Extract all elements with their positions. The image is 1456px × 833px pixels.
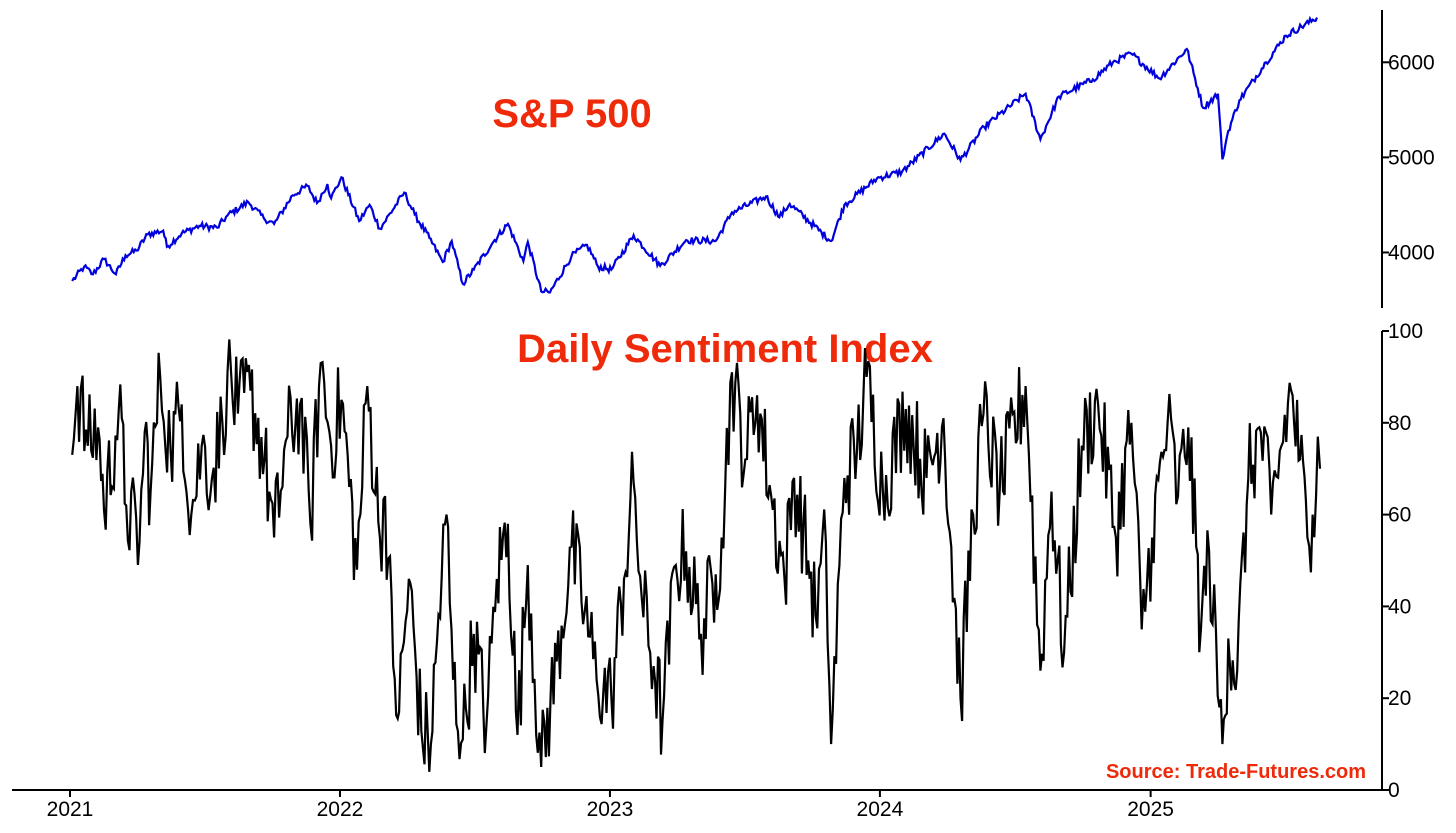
sp500-panel: S&P 500 4000 5000 6000 — [71, 10, 1435, 308]
x-tick-label: 2025 — [1127, 798, 1174, 821]
dsi-ytick-label: 100 — [1388, 320, 1423, 343]
sp500-ytick-label: 6000 — [1388, 51, 1435, 74]
sp500-line — [71, 15, 1319, 294]
x-ticks: 2021 2022 2023 2024 2025 — [47, 790, 1174, 821]
sp500-ytick-label: 5000 — [1388, 146, 1435, 169]
sp500-ytick-label: 4000 — [1388, 241, 1435, 264]
dsi-ytick-label: 40 — [1388, 595, 1411, 618]
source-label: Source: Trade-Futures.com — [1106, 761, 1366, 783]
dsi-ytick-label: 0 — [1388, 779, 1400, 802]
x-tick-label: 2022 — [317, 798, 364, 821]
sp500-yticks: 4000 5000 6000 — [1382, 51, 1435, 264]
x-tick-label: 2023 — [587, 798, 634, 821]
dsi-title: Daily Sentiment Index — [517, 327, 933, 371]
x-tick-label: 2021 — [47, 798, 94, 821]
dsi-line — [71, 339, 1322, 772]
x-tick-label: 2024 — [857, 798, 904, 821]
dsi-ytick-label: 80 — [1388, 412, 1411, 435]
dsi-yticks: 0 20 40 60 80 100 — [1382, 320, 1423, 802]
dsi-ytick-label: 60 — [1388, 504, 1411, 527]
dsi-ytick-label: 20 — [1388, 687, 1411, 710]
sp500-title: S&P 500 — [492, 92, 651, 136]
